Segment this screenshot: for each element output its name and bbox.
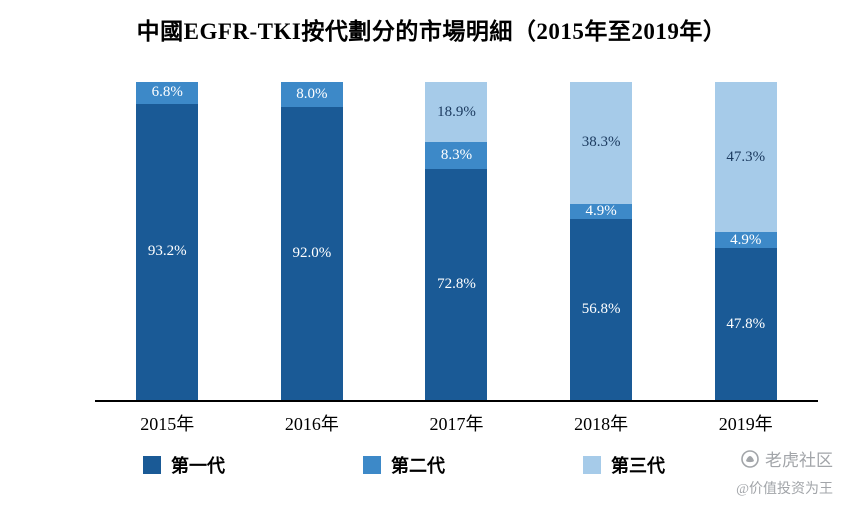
legend-swatch-gen3-icon bbox=[583, 456, 601, 474]
bar-segment-第二代: 6.8% bbox=[136, 82, 199, 104]
legend-item-gen3: 第三代 bbox=[583, 452, 665, 478]
legend-label-gen3: 第三代 bbox=[611, 456, 665, 476]
bar-value-label: 56.8% bbox=[581, 301, 621, 318]
bar-value-label: 47.3% bbox=[726, 148, 766, 165]
bar-value-label: 8.0% bbox=[296, 86, 328, 103]
legend-label-gen2: 第二代 bbox=[391, 456, 445, 476]
bars: 93.2% 6.8% 92.0% 8.0% 72.8% 8.3% 18.9% 56.8% 4.9… bbox=[95, 82, 818, 400]
x-axis-labels: 2015年 2016年 2017年 2018年 2019年 bbox=[95, 410, 818, 436]
bar-value-label: 8.3% bbox=[440, 146, 473, 163]
bar-segment-第一代: 93.2% bbox=[136, 103, 199, 400]
bar-segment-第二代: 8.0% bbox=[280, 82, 343, 108]
x-label-2016: 2016年 bbox=[284, 414, 339, 434]
bar-segment-第一代: 56.8% bbox=[570, 219, 633, 400]
x-label-2019: 2019年 bbox=[718, 414, 773, 434]
bar-segment-第一代: 72.8% bbox=[425, 168, 488, 400]
x-axis-line bbox=[95, 400, 818, 402]
legend: 第一代 第二代 第三代 bbox=[143, 452, 665, 478]
bar-2017年: 72.8% 8.3% 18.9% bbox=[384, 82, 529, 400]
bar-2019年: 47.8% 4.9% 47.3% bbox=[673, 82, 818, 400]
bar-segment-第二代: 4.9% bbox=[570, 203, 633, 220]
bar-2018年: 56.8% 4.9% 38.3% bbox=[529, 82, 674, 400]
bar-segment-第一代: 92.0% bbox=[280, 107, 343, 400]
bar-segment-第三代: 38.3% bbox=[570, 82, 633, 204]
tiger-logo-icon bbox=[741, 449, 759, 468]
bar-segment-第三代: 18.9% bbox=[425, 82, 488, 143]
legend-item-gen1: 第一代 bbox=[143, 452, 225, 478]
bar-value-label: 47.8% bbox=[726, 315, 766, 332]
x-label-2017: 2017年 bbox=[429, 414, 484, 434]
watermark: 老虎社区 @价值投资为王 bbox=[736, 446, 833, 498]
bar-segment-第一代: 47.8% bbox=[714, 248, 777, 400]
chart-title: 中國EGFR-TKI按代劃分的市場明細（2015年至2019年） bbox=[136, 19, 727, 44]
legend-swatch-gen2-icon bbox=[363, 456, 381, 474]
legend-item-gen2: 第二代 bbox=[363, 452, 445, 478]
bar-value-label: 18.9% bbox=[437, 103, 476, 120]
bar-stack: 47.8% 4.9% 47.3% bbox=[714, 82, 777, 400]
watermark-brand: 老虎社区 bbox=[765, 451, 833, 470]
bar-2015年: 93.2% 6.8% bbox=[95, 82, 240, 400]
legend-label-gen1: 第一代 bbox=[171, 456, 225, 476]
bar-value-label: 38.3% bbox=[581, 134, 621, 151]
bar-segment-第二代: 8.3% bbox=[425, 142, 488, 169]
bar-value-label: 93.2% bbox=[147, 243, 187, 260]
x-label-2018: 2018年 bbox=[574, 414, 629, 434]
legend-swatch-gen1-icon bbox=[143, 456, 161, 474]
watermark-handle: @价值投资为王 bbox=[736, 482, 833, 497]
bar-stack: 92.0% 8.0% bbox=[280, 82, 343, 400]
x-label-2015: 2015年 bbox=[140, 414, 195, 434]
bar-value-label: 92.0% bbox=[292, 245, 332, 262]
bar-segment-第三代: 47.3% bbox=[714, 82, 777, 233]
bar-segment-第二代: 4.9% bbox=[714, 231, 777, 248]
bar-stack: 72.8% 8.3% 18.9% bbox=[425, 82, 488, 400]
bar-value-label: 6.8% bbox=[151, 84, 183, 101]
bar-value-label: 4.9% bbox=[730, 231, 762, 248]
bar-value-label: 4.9% bbox=[585, 203, 617, 220]
bar-2016年: 92.0% 8.0% bbox=[240, 82, 385, 400]
bar-value-label: 72.8% bbox=[437, 275, 476, 292]
bar-stack: 93.2% 6.8% bbox=[136, 82, 199, 400]
bar-stack: 56.8% 4.9% 38.3% bbox=[570, 82, 633, 400]
